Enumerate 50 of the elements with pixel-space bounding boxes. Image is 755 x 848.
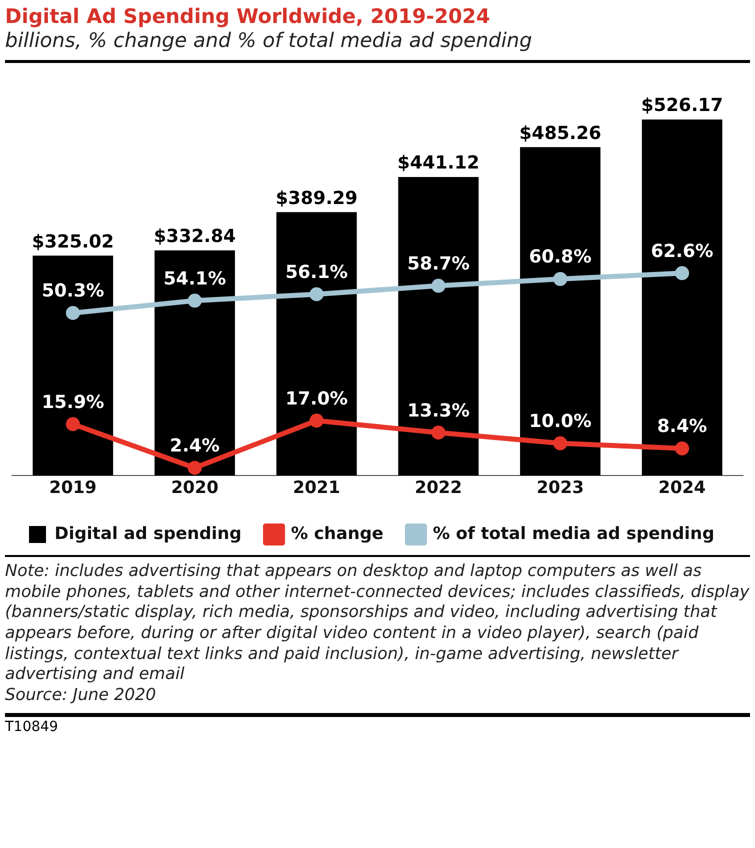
chart-subtitle: billions, % change and % of total media ad spending	[5, 28, 750, 63]
source-note: Source: June 2020	[5, 684, 158, 706]
data-label: $526.17	[641, 95, 724, 116]
data-label: 62.6%	[650, 240, 714, 262]
point	[675, 441, 690, 456]
point	[431, 278, 446, 293]
data-label: $325.02	[32, 231, 114, 252]
x-tick-label: 2022	[414, 478, 462, 498]
data-label: $441.12	[397, 152, 480, 174]
point	[310, 414, 324, 428]
legend-label: % change	[291, 524, 384, 544]
bar	[398, 177, 479, 476]
data-label: $389.29	[276, 188, 358, 209]
legend-label: Digital ad spending	[54, 524, 242, 544]
x-tick-label: 2024	[658, 478, 706, 498]
legend-label: % of total media ad spending	[432, 524, 714, 544]
x-tick-label: 2023	[536, 478, 584, 498]
bar	[32, 256, 114, 476]
bar	[154, 250, 235, 476]
text: T10849	[5, 713, 750, 736]
data-label: 2.4%	[170, 436, 220, 457]
chart-title: Digital Ad Spending Worldwide, 2019-2024	[5, 4, 491, 28]
data-label: 13.3%	[407, 400, 470, 422]
point	[553, 272, 568, 286]
point	[66, 306, 80, 320]
data-label: $485.26	[519, 122, 602, 144]
point	[553, 436, 568, 450]
point	[675, 266, 690, 280]
point	[431, 426, 446, 440]
data-label: 56.1%	[285, 262, 348, 283]
text: Note: includes advertising that appears on desktop and laptop computers as well as mobile phones, tablets and other internet-connected devices; includes classifieds, display (banners/static display, rich media, sponsorships and video, including advertising that appears before, during or after digital video content in a video player), search (paid listings, contextual text links and paid inclusion), in-game advertising, newsletter advertising and email	[5, 561, 750, 685]
bar	[642, 119, 722, 476]
data-label: $332.84	[154, 226, 236, 248]
bar	[520, 147, 600, 476]
point	[66, 417, 80, 432]
data-label: 58.7%	[407, 253, 470, 274]
data-label: 8.4%	[657, 416, 708, 438]
data-label: 15.9%	[42, 392, 104, 413]
point	[310, 287, 324, 302]
point	[188, 460, 202, 475]
x-tick-label: 2021	[292, 478, 340, 498]
point	[188, 294, 202, 308]
x-tick-label: 2020	[171, 478, 219, 498]
data-label: 50.3%	[42, 280, 104, 302]
data-label: 10.0%	[529, 410, 592, 432]
data-label: 17.0%	[285, 388, 348, 410]
x-tick-label: 2019	[49, 478, 97, 498]
bar	[276, 212, 357, 476]
data-label: 60.8%	[529, 246, 592, 268]
data-label: 54.1%	[164, 268, 226, 290]
